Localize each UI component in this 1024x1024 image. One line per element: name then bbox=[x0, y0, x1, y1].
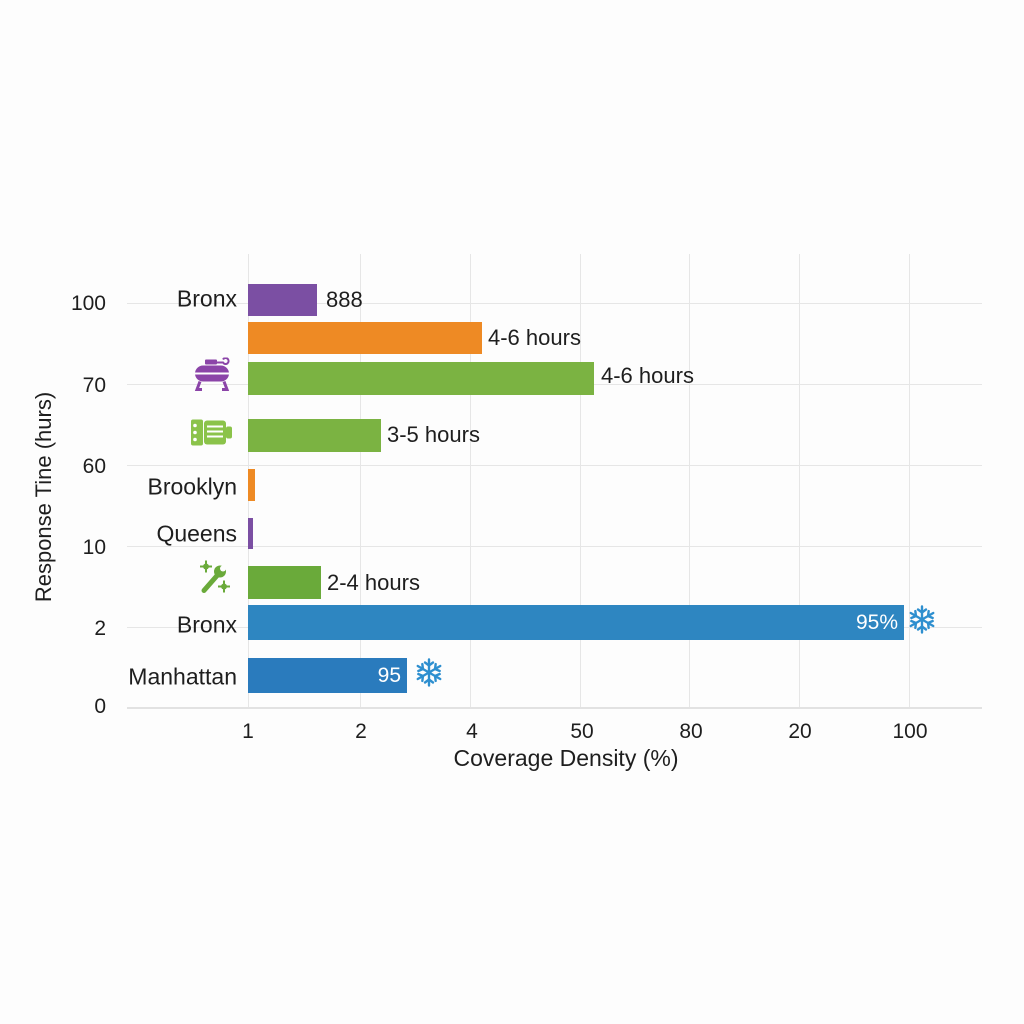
bar-green-wrench[interactable] bbox=[248, 566, 321, 599]
bar-value-label: 2-4 hours bbox=[327, 570, 420, 595]
bar-green-compressor[interactable] bbox=[248, 362, 594, 395]
wrench-icon bbox=[198, 560, 230, 600]
y-axis-title: Response Tine (hurs) bbox=[31, 391, 56, 603]
bar-value-label: 4-6 hours bbox=[488, 325, 581, 350]
y-tick-label: 10 bbox=[82, 536, 106, 559]
y-tick-label: 0 bbox=[94, 695, 106, 718]
row-label-bronx: Bronx bbox=[176, 285, 237, 312]
gridline-x-2 bbox=[360, 254, 361, 708]
bar-bronx-purple[interactable] bbox=[248, 284, 317, 316]
hvac-unit-icon bbox=[190, 418, 234, 453]
x-tick-label: 50 bbox=[570, 720, 594, 743]
row-label-manhattan: Manhattan bbox=[128, 663, 237, 690]
bar-value-label: 95% bbox=[855, 610, 898, 634]
x-tick-label: 20 bbox=[788, 720, 812, 743]
bar-orange[interactable] bbox=[248, 322, 482, 354]
bar-manhattan-blue[interactable]: 95 bbox=[248, 658, 407, 693]
y-tick-label: 100 bbox=[70, 292, 106, 315]
gridline-y-60 bbox=[127, 465, 982, 466]
bar-queens-purple[interactable] bbox=[248, 518, 253, 549]
bar-value-label: 3-5 hours bbox=[387, 422, 480, 447]
row-label-brooklyn: Brooklyn bbox=[147, 473, 237, 500]
x-tick-label: 1 bbox=[242, 720, 254, 743]
bar-value-label: 888 bbox=[326, 287, 363, 312]
x-tick-label: 2 bbox=[355, 720, 367, 743]
gridline-x-50 bbox=[580, 254, 581, 708]
gridline-x-80 bbox=[689, 254, 690, 708]
snowflake-icon bbox=[907, 605, 937, 640]
y-tick-label: 70 bbox=[82, 374, 106, 397]
bar-bronx-blue[interactable]: 95% bbox=[248, 605, 904, 640]
gridline-y-10 bbox=[127, 546, 982, 547]
x-tick-label: 4 bbox=[466, 720, 478, 743]
bar-green-hvac[interactable] bbox=[248, 419, 381, 452]
bar-value-label: 4-6 hours bbox=[601, 363, 694, 388]
bar-brooklyn-orange[interactable] bbox=[248, 469, 255, 501]
air-compressor-icon bbox=[193, 357, 231, 399]
row-label-queens: Queens bbox=[156, 520, 237, 547]
row-label-bronx: Bronx bbox=[176, 611, 237, 638]
gridline-x-4 bbox=[470, 254, 471, 708]
gridline-x-20 bbox=[799, 254, 800, 708]
bar-value-label: 95 bbox=[377, 663, 401, 687]
x-tick-label: 100 bbox=[892, 720, 928, 743]
x-axis-title: Coverage Density (%) bbox=[453, 745, 679, 771]
x-axis-line bbox=[127, 707, 982, 709]
snowflake-icon bbox=[414, 658, 444, 693]
x-tick-label: 80 bbox=[679, 720, 703, 743]
y-tick-label: 60 bbox=[82, 455, 106, 478]
y-tick-label: 2 bbox=[94, 617, 106, 640]
gridline-y-100 bbox=[127, 303, 982, 304]
gridline-x-100 bbox=[909, 254, 910, 708]
